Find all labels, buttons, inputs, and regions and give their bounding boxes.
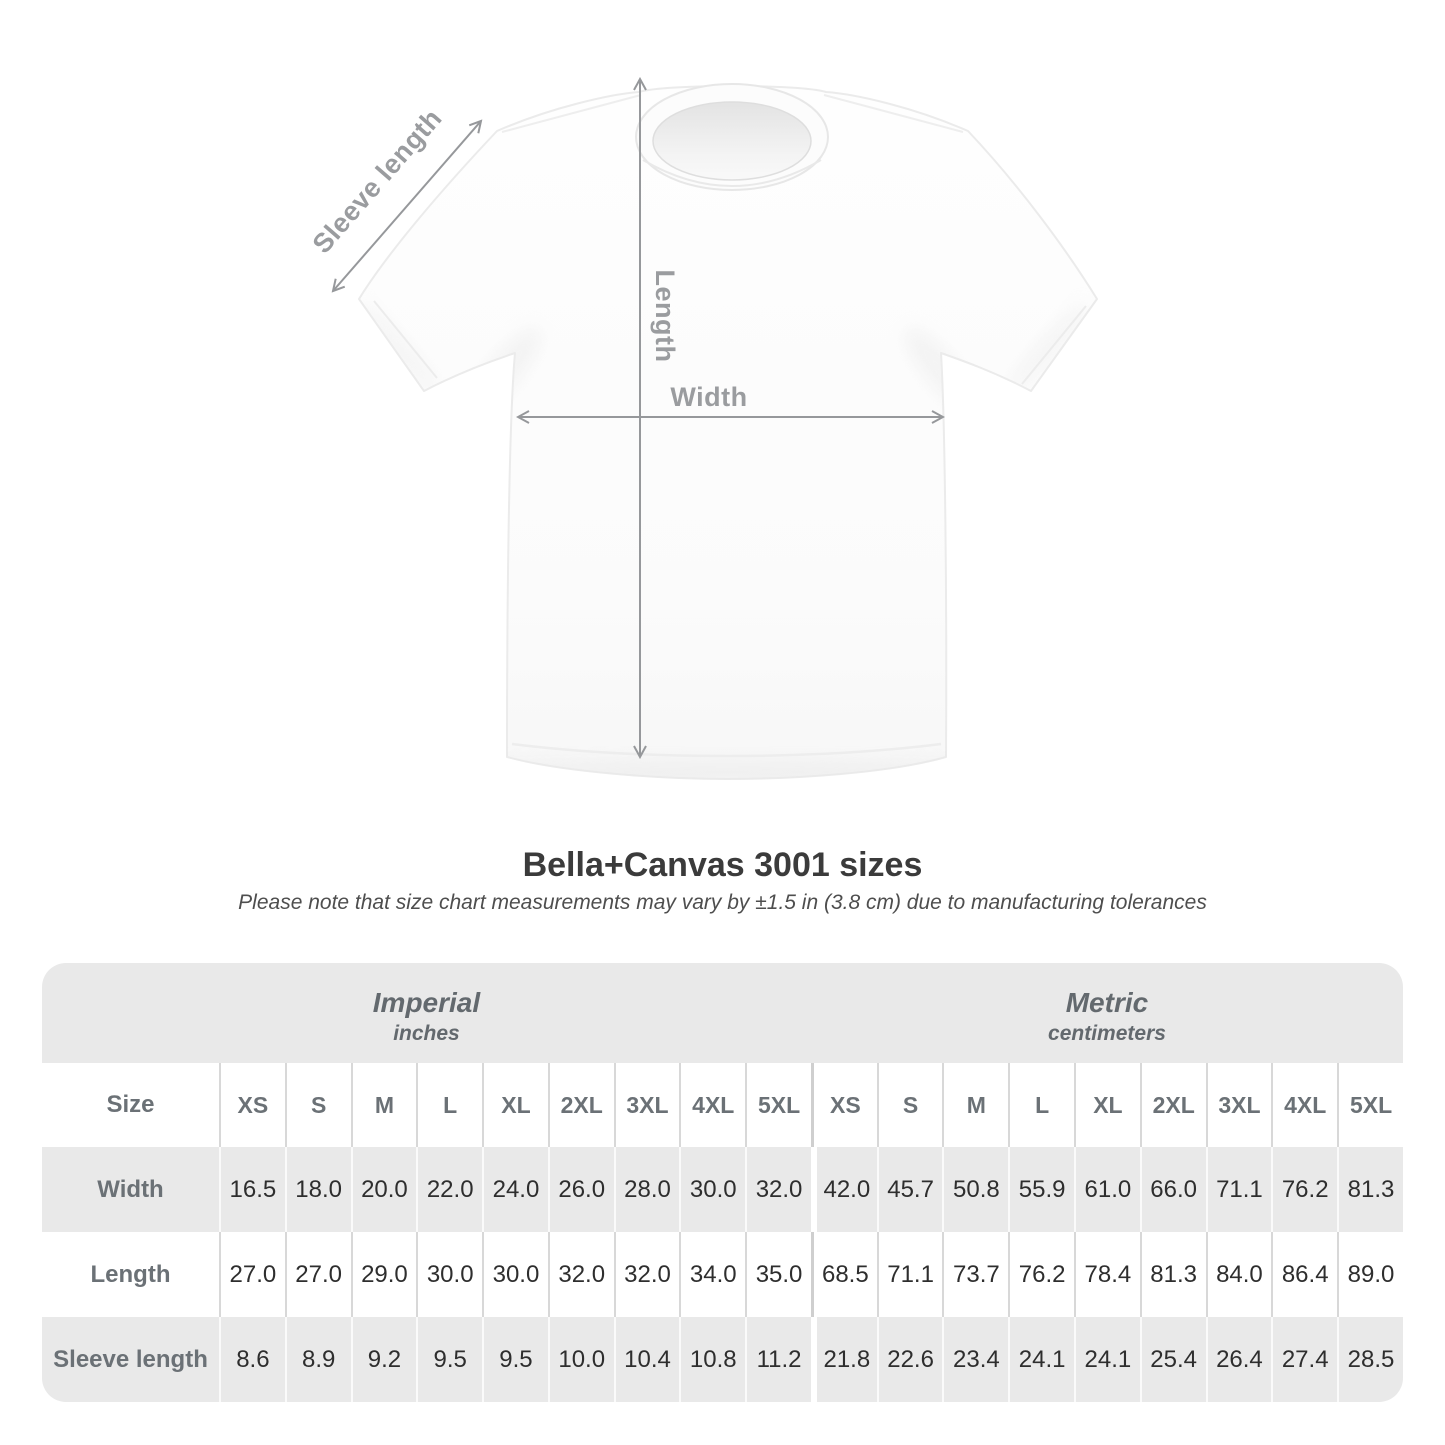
table-cell: 24.0 <box>482 1147 548 1232</box>
unit-header-metric: Metric centimeters <box>810 963 1403 1063</box>
table-cell: 32.0 <box>745 1147 811 1232</box>
row-label: Sleeve length <box>42 1317 220 1402</box>
size-table-body: Width 16.5 18.0 20.0 22.0 24.0 26.0 28.0 30.0 32.… <box>42 1147 1403 1402</box>
size-col-header-metric-3xl: 3XL <box>1205 1063 1272 1147</box>
tolerance-note: Please note that size chart measurements… <box>238 891 1207 914</box>
table-cell: 68.5 <box>810 1232 877 1317</box>
size-col-header-metric-m: M <box>942 1063 1009 1147</box>
table-cell: 30.0 <box>416 1232 483 1317</box>
table-cell: 34.0 <box>679 1232 746 1317</box>
size-col-header-imperial-s: S <box>284 1063 351 1147</box>
row-label: Width <box>42 1147 220 1232</box>
table-cell: 9.5 <box>416 1317 483 1402</box>
size-col-header-imperial-xs: XS <box>219 1063 285 1147</box>
table-cell: 76.2 <box>1008 1232 1075 1317</box>
table-cell: 22.0 <box>416 1147 483 1232</box>
size-col-header-imperial-2xl: 2XL <box>547 1063 614 1147</box>
metric-unit: centimeters <box>1048 1021 1166 1045</box>
table-cell: 23.4 <box>942 1317 1009 1402</box>
table-cell: 27.4 <box>1271 1317 1338 1402</box>
tshirt-diagram: Sleeve length Length Width <box>307 0 1098 780</box>
table-cell: 76.2 <box>1271 1147 1338 1232</box>
table-cell: 86.4 <box>1271 1232 1338 1317</box>
table-cell: 81.3 <box>1139 1232 1206 1317</box>
table-cell: 22.6 <box>876 1317 943 1402</box>
table-cell: 10.8 <box>679 1317 746 1402</box>
size-header-row: Size XS S M L XL 2XL 3XL 4XL 5XL XS S M L XL 2XL 3XL 4XL… <box>42 1063 1403 1147</box>
size-col-header-imperial-5xl: 5XL <box>745 1063 811 1147</box>
size-col-header-imperial-3xl: 3XL <box>613 1063 680 1147</box>
metric-title: Metric <box>1065 986 1149 1018</box>
size-col-header-imperial-l: L <box>416 1063 483 1147</box>
table-cell: 10.4 <box>613 1317 680 1402</box>
table-cell: 32.0 <box>547 1232 614 1317</box>
table-cell: 28.0 <box>613 1147 680 1232</box>
table-cell: 16.5 <box>219 1147 285 1232</box>
table-cell: 73.7 <box>942 1232 1009 1317</box>
table-row: Length 27.0 27.0 29.0 30.0 30.0 32.0 32.0 34.0 35… <box>42 1232 1403 1317</box>
table-row: Sleeve length 8.6 8.9 9.2 9.5 9.5 10.0 10.4 10.8… <box>42 1317 1403 1402</box>
table-cell: 32.0 <box>613 1232 680 1317</box>
table-cell: 61.0 <box>1074 1147 1140 1232</box>
size-col-header-metric-l: L <box>1008 1063 1075 1147</box>
table-cell: 71.1 <box>1205 1147 1272 1232</box>
table-cell: 9.5 <box>482 1317 548 1402</box>
size-col-header-metric-4xl: 4XL <box>1271 1063 1338 1147</box>
table-cell: 81.3 <box>1337 1147 1403 1232</box>
table-cell: 45.7 <box>876 1147 943 1232</box>
table-cell: 25.4 <box>1139 1317 1206 1402</box>
size-col-header-imperial-4xl: 4XL <box>679 1063 746 1147</box>
table-cell: 28.5 <box>1337 1317 1403 1402</box>
table-cell: 30.0 <box>482 1232 548 1317</box>
table-cell: 27.0 <box>219 1232 285 1317</box>
imperial-unit: inches <box>393 1021 460 1045</box>
row-label: Length <box>42 1232 220 1317</box>
page-title: Bella+Canvas 3001 sizes <box>522 846 923 884</box>
table-cell: 84.0 <box>1205 1232 1272 1317</box>
size-col-header-metric-xs: XS <box>810 1063 877 1147</box>
unit-header-row: Imperial inches Metric centimeters <box>42 963 1403 1063</box>
table-cell: 30.0 <box>679 1147 746 1232</box>
table-cell: 66.0 <box>1139 1147 1206 1232</box>
size-col-header-imperial-xl: XL <box>482 1063 548 1147</box>
table-cell: 55.9 <box>1008 1147 1075 1232</box>
size-col-header-imperial-m: M <box>350 1063 417 1147</box>
sleeve-length-arrow <box>333 121 481 291</box>
table-cell: 21.8 <box>810 1317 877 1402</box>
size-col-header-metric-5xl: 5XL <box>1337 1063 1403 1147</box>
table-cell: 10.0 <box>547 1317 614 1402</box>
table-cell: 78.4 <box>1074 1232 1140 1317</box>
table-cell: 29.0 <box>350 1232 417 1317</box>
table-cell: 8.9 <box>284 1317 351 1402</box>
table-cell: 11.2 <box>745 1317 811 1402</box>
table-cell: 50.8 <box>942 1147 1009 1232</box>
size-col-header-metric-2xl: 2XL <box>1139 1063 1206 1147</box>
table-row: Width 16.5 18.0 20.0 22.0 24.0 26.0 28.0 30.0 32.… <box>42 1147 1403 1232</box>
size-column-header: Size <box>42 1063 220 1147</box>
size-col-header-metric-s: S <box>876 1063 943 1147</box>
tshirt-image <box>358 83 1098 780</box>
table-cell: 20.0 <box>350 1147 417 1232</box>
size-table-container: Imperial inches Metric centimeters Size … <box>42 963 1403 1402</box>
length-label: Length <box>650 270 680 363</box>
table-cell: 18.0 <box>284 1147 351 1232</box>
table-cell: 89.0 <box>1337 1232 1403 1317</box>
table-cell: 42.0 <box>810 1147 877 1232</box>
table-cell: 26.4 <box>1205 1317 1272 1402</box>
table-cell: 8.6 <box>219 1317 285 1402</box>
imperial-title: Imperial <box>372 986 481 1018</box>
table-cell: 24.1 <box>1074 1317 1140 1402</box>
table-cell: 26.0 <box>547 1147 614 1232</box>
unit-header-imperial: Imperial inches <box>42 963 811 1063</box>
table-cell: 71.1 <box>876 1232 943 1317</box>
size-col-header-metric-xl: XL <box>1074 1063 1140 1147</box>
table-cell: 9.2 <box>350 1317 417 1402</box>
width-label: Width <box>670 382 747 412</box>
size-table: Imperial inches Metric centimeters Size … <box>42 963 1403 1402</box>
table-cell: 35.0 <box>745 1232 811 1317</box>
table-cell: 24.1 <box>1008 1317 1075 1402</box>
table-cell: 27.0 <box>284 1232 351 1317</box>
